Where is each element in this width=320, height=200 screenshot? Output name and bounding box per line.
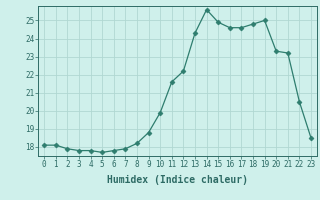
X-axis label: Humidex (Indice chaleur): Humidex (Indice chaleur) (107, 175, 248, 185)
